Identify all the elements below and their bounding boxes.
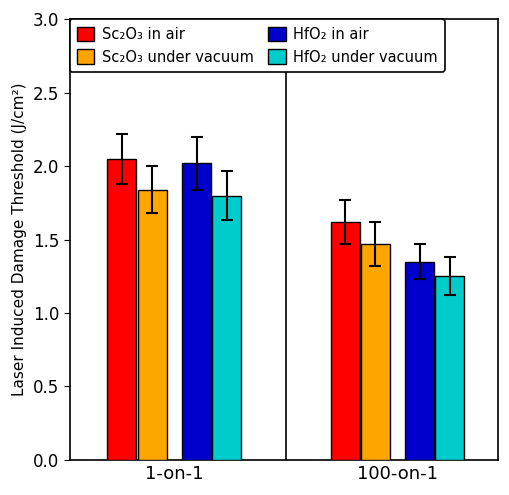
Bar: [212, 196, 241, 460]
Bar: [182, 163, 211, 460]
Legend: Sc₂O₃ in air, Sc₂O₃ under vacuum, HfO₂ in air, HfO₂ under vacuum: Sc₂O₃ in air, Sc₂O₃ under vacuum, HfO₂ i…: [69, 19, 444, 72]
Bar: [330, 222, 359, 460]
Bar: [137, 190, 166, 460]
Bar: [405, 261, 433, 460]
Bar: [107, 159, 136, 460]
Bar: [360, 244, 389, 460]
Bar: [435, 276, 463, 460]
Y-axis label: Laser Induced Damage Threshold (J/cm²): Laser Induced Damage Threshold (J/cm²): [12, 83, 27, 396]
